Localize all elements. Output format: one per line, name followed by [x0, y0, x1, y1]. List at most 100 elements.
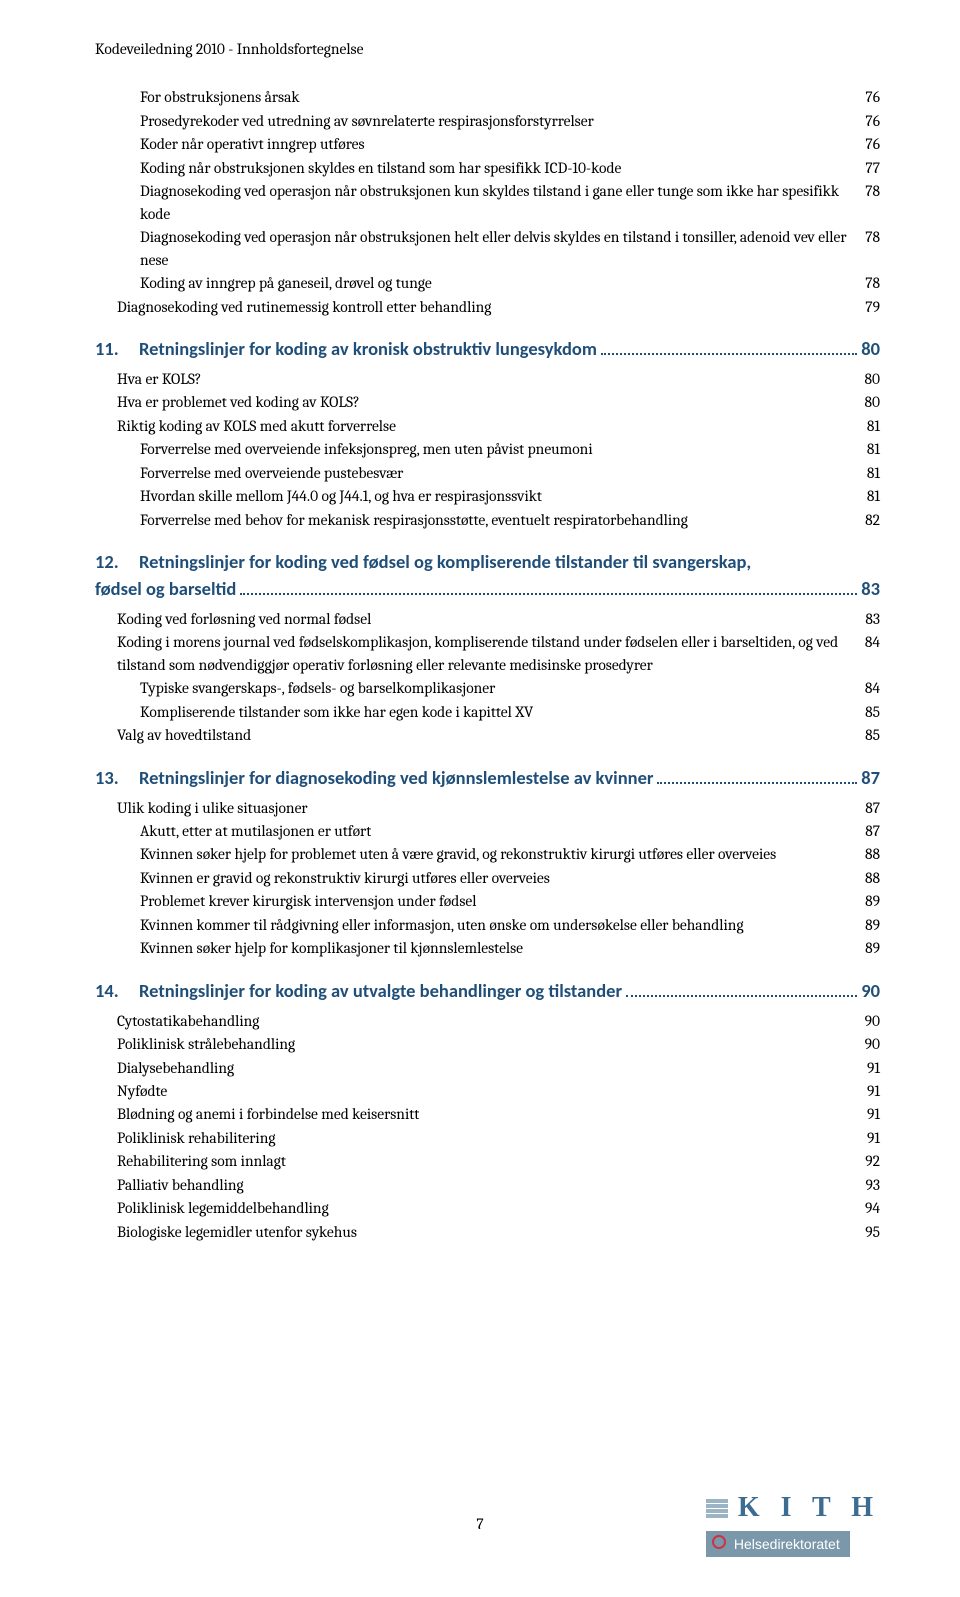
toc-entry[interactable]: Kvinnen er gravid og rekonstruktiv kirur… — [95, 867, 880, 889]
toc-entry[interactable]: Ulik koding i ulike situasjoner87 — [95, 797, 880, 819]
section-heading[interactable]: 11.Retningslinjer for koding av kronisk … — [95, 336, 880, 363]
entry-label: Poliklinisk legemiddelbehandling — [117, 1197, 855, 1219]
toc-entry[interactable]: Problemet krever kirurgisk intervensjon … — [95, 890, 880, 912]
entry-page: 89 — [855, 914, 880, 936]
entry-label: Problemet krever kirurgisk intervensjon … — [140, 890, 855, 912]
entry-label: Rehabilitering som innlagt — [117, 1150, 855, 1172]
toc-entry[interactable]: Hvordan skille mellom J44.0 og J44.1, og… — [95, 485, 880, 507]
toc-entry[interactable]: Diagnosekoding ved operasjon når obstruk… — [95, 180, 880, 225]
entry-label: Ulik koding i ulike situasjoner — [117, 797, 855, 819]
toc-entry[interactable]: Forverrelse med behov for mekanisk respi… — [95, 509, 880, 531]
entry-page: 87 — [855, 797, 880, 819]
toc-entry[interactable]: Nyfødte91 — [95, 1080, 880, 1102]
entry-page: 81 — [857, 485, 880, 507]
toc-entry[interactable]: Hva er problemet ved koding av KOLS?80 — [95, 391, 880, 413]
entry-label: Koding ved forløsning ved normal fødsel — [117, 608, 855, 630]
entry-label: Forverrelse med overveiende infeksjonspr… — [140, 438, 857, 460]
section-page: 90 — [861, 978, 880, 1005]
entry-page: 78 — [855, 180, 880, 202]
toc-entry[interactable]: Prosedyrekoder ved utredning av søvnrela… — [95, 110, 880, 132]
entry-label: Forverrelse med overveiende pustebesvær — [140, 462, 857, 484]
entry-label: Kvinnen søker hjelp for problemet uten å… — [140, 843, 855, 865]
entry-page: 76 — [855, 110, 880, 132]
toc-entry[interactable]: Kvinnen søker hjelp for problemet uten å… — [95, 843, 880, 865]
toc-entry[interactable]: Koder når operativt inngrep utføres76 — [95, 133, 880, 155]
entry-page: 81 — [857, 438, 880, 460]
entry-label: Cytostatikabehandling — [117, 1010, 855, 1032]
toc-entry[interactable]: Kvinnen søker hjelp for komplikasjoner t… — [95, 937, 880, 959]
entry-label: Koder når operativt inngrep utføres — [140, 133, 855, 155]
entry-page: 78 — [855, 226, 880, 248]
kith-logo: K I T H — [706, 1488, 880, 1529]
toc-entry[interactable]: Kompliserende tilstander som ikke har eg… — [95, 701, 880, 723]
entry-label: Diagnosekoding ved operasjon når obstruk… — [140, 226, 855, 271]
toc-entry[interactable]: Palliativ behandling93 — [95, 1174, 880, 1196]
toc-entry[interactable]: Blødning og anemi i forbindelse med keis… — [95, 1103, 880, 1125]
entry-page: 90 — [855, 1010, 880, 1032]
toc-entry[interactable]: Poliklinisk legemiddelbehandling94 — [95, 1197, 880, 1219]
entry-page: 76 — [855, 86, 880, 108]
toc-entry[interactable]: Cytostatikabehandling90 — [95, 1010, 880, 1032]
entry-page: 91 — [857, 1057, 880, 1079]
entry-label: For obstruksjonens årsak — [140, 86, 855, 108]
entry-label: Kvinnen søker hjelp for komplikasjoner t… — [140, 937, 855, 959]
toc-entry[interactable]: Koding når obstruksjonen skyldes en tils… — [95, 157, 880, 179]
kith-icon — [706, 1499, 728, 1518]
toc-entry[interactable]: Akutt, etter at mutilasjonen er utført87 — [95, 820, 880, 842]
toc-section: 14.Retningslinjer for koding av utvalgte… — [95, 978, 880, 1244]
entry-label: Koding i morens journal ved fødselskompl… — [117, 631, 855, 676]
toc-entry[interactable]: Poliklinisk strålebehandling90 — [95, 1033, 880, 1055]
entry-page: 88 — [855, 843, 880, 865]
entry-page: 78 — [855, 272, 880, 294]
entry-page: 90 — [855, 1033, 880, 1055]
entry-page: 93 — [855, 1174, 880, 1196]
toc-section: 12.Retningslinjer for koding ved fødsel … — [95, 549, 880, 746]
toc-section: For obstruksjonens årsak76Prosedyrekoder… — [95, 86, 880, 318]
entry-page: 85 — [855, 701, 880, 723]
toc-entry[interactable]: Dialysebehandling91 — [95, 1057, 880, 1079]
toc-entry[interactable]: For obstruksjonens årsak76 — [95, 86, 880, 108]
entry-label: Palliativ behandling — [117, 1174, 855, 1196]
entry-page: 94 — [855, 1197, 880, 1219]
toc-entry[interactable]: Valg av hovedtilstand85 — [95, 724, 880, 746]
toc-entry[interactable]: Poliklinisk rehabilitering91 — [95, 1127, 880, 1149]
entry-label: Riktig koding av KOLS med akutt forverre… — [117, 415, 857, 437]
entry-page: 84 — [855, 677, 880, 699]
document-header: Kodeveiledning 2010 - Innholdsfortegnels… — [95, 38, 880, 60]
entry-page: 76 — [855, 133, 880, 155]
toc-entry[interactable]: Forverrelse med overveiende pustebesvær8… — [95, 462, 880, 484]
entry-label: Typiske svangerskaps-, fødsels- og barse… — [140, 677, 855, 699]
toc-entry[interactable]: Koding ved forløsning ved normal fødsel8… — [95, 608, 880, 630]
leader-dots — [601, 353, 857, 355]
entry-page: 89 — [855, 937, 880, 959]
section-page: 80 — [861, 336, 880, 363]
entry-page: 84 — [855, 631, 880, 653]
section-heading[interactable]: 12.Retningslinjer for koding ved fødsel … — [95, 549, 880, 603]
section-page: 83 — [861, 576, 880, 603]
entry-label: Koding av inngrep på ganeseil, drøvel og… — [140, 272, 855, 294]
toc-entry[interactable]: Diagnosekoding ved rutinemessig kontroll… — [95, 296, 880, 318]
entry-label: Blødning og anemi i forbindelse med keis… — [117, 1103, 857, 1125]
entry-label: Kompliserende tilstander som ikke har eg… — [140, 701, 855, 723]
entry-label: Diagnosekoding ved operasjon når obstruk… — [140, 180, 855, 225]
toc-entry[interactable]: Koding av inngrep på ganeseil, drøvel og… — [95, 272, 880, 294]
toc-entry[interactable]: Biologiske legemidler utenfor sykehus95 — [95, 1221, 880, 1243]
helsedirektoratet-badge: Helsedirektoratet — [706, 1531, 850, 1557]
toc-entry[interactable]: Hva er KOLS?80 — [95, 368, 880, 390]
entry-label: Diagnosekoding ved rutinemessig kontroll… — [117, 296, 855, 318]
section-title-cont: fødsel og barseltid — [95, 576, 236, 603]
toc-entry[interactable]: Rehabilitering som innlagt92 — [95, 1150, 880, 1172]
toc-entry[interactable]: Diagnosekoding ved operasjon når obstruk… — [95, 226, 880, 271]
toc-entry[interactable]: Koding i morens journal ved fødselskompl… — [95, 631, 880, 676]
section-title: Retningslinjer for diagnosekoding ved kj… — [139, 765, 653, 792]
section-heading[interactable]: 13.Retningslinjer for diagnosekoding ved… — [95, 765, 880, 792]
section-heading[interactable]: 14.Retningslinjer for koding av utvalgte… — [95, 978, 880, 1005]
entry-label: Valg av hovedtilstand — [117, 724, 855, 746]
toc-content: For obstruksjonens årsak76Prosedyrekoder… — [95, 86, 880, 1243]
toc-entry[interactable]: Kvinnen kommer til rådgivning eller info… — [95, 914, 880, 936]
leader-dots — [240, 593, 857, 595]
toc-entry[interactable]: Typiske svangerskaps-, fødsels- og barse… — [95, 677, 880, 699]
entry-label: Hvordan skille mellom J44.0 og J44.1, og… — [140, 485, 857, 507]
toc-entry[interactable]: Forverrelse med overveiende infeksjonspr… — [95, 438, 880, 460]
toc-entry[interactable]: Riktig koding av KOLS med akutt forverre… — [95, 415, 880, 437]
